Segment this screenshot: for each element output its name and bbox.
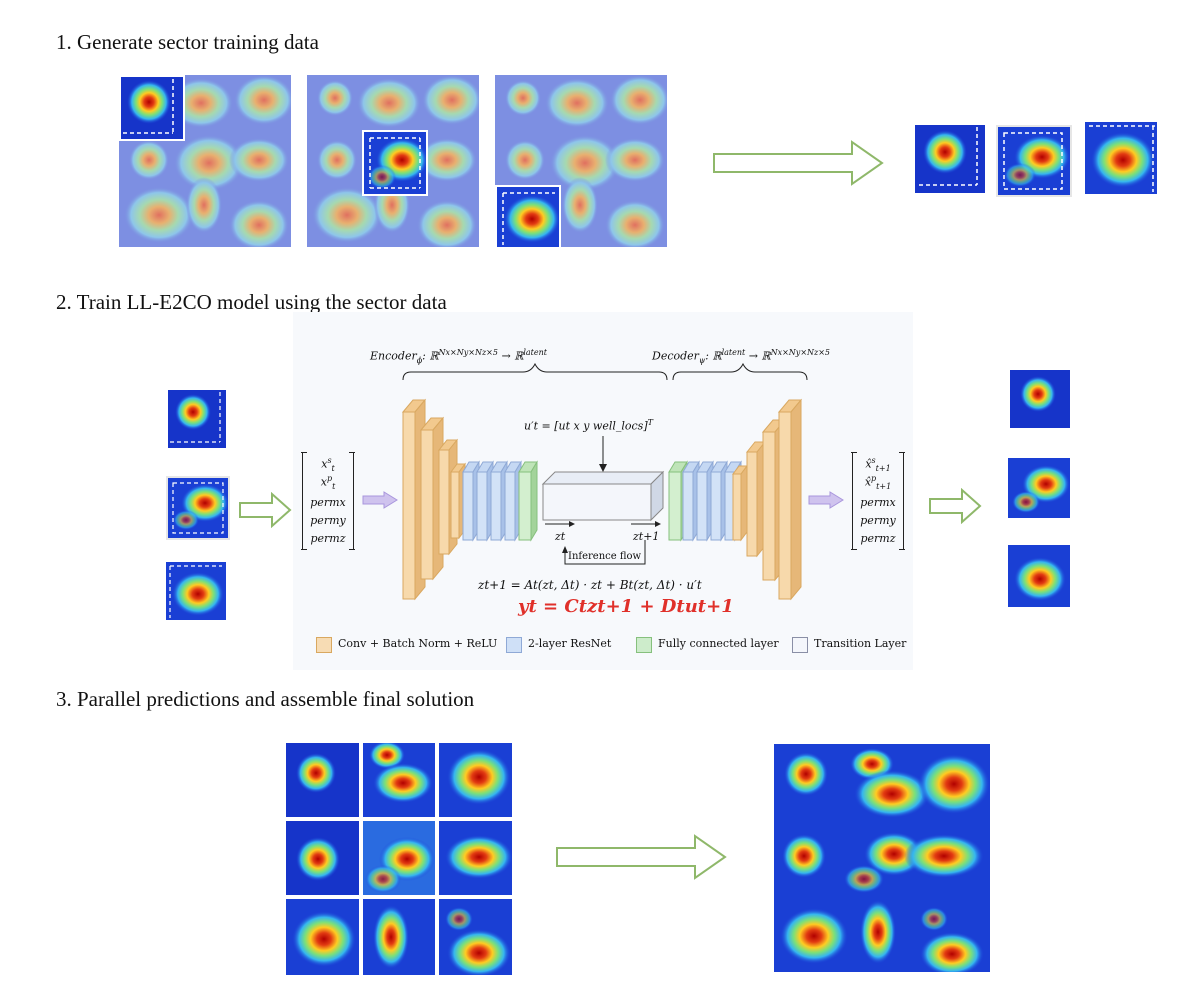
output-equation: yt = Ctzt+1 + Dtut+1: [518, 596, 734, 617]
full-field-faded-3: [495, 75, 667, 247]
grid-cell: [286, 821, 359, 895]
grid-cell: [439, 899, 512, 975]
sector-sample-2: [996, 125, 1072, 197]
predicted-sector-2: [1008, 458, 1070, 518]
input-vector: [301, 452, 355, 550]
input-vector-permz: permz: [310, 532, 346, 545]
legend-label-conv: Conv + Batch Norm + ReLU: [338, 637, 498, 650]
arrow-right-icon: [808, 491, 844, 509]
input-vector-xs: xst: [321, 456, 335, 473]
sector-sample-3: [1085, 122, 1157, 194]
input-sector-1: [168, 390, 226, 448]
grid-cell: [363, 743, 435, 817]
legend-swatch-conv: [316, 637, 332, 653]
sector-highlight-1: [119, 75, 185, 141]
grid-cell: [286, 743, 359, 817]
legend-swatch-resnet: [506, 637, 522, 653]
transition-equation: zt+1 = At(zt, Δt) · zt + Bt(zt, Δt) · u′…: [478, 578, 702, 592]
inference-flow-label: Inference flow: [568, 551, 642, 562]
input-vector-permx: permx: [310, 496, 346, 509]
decoder-label: Decoderψ: ℝlatent → ℝNx×Ny×Nz×5: [652, 348, 831, 365]
network-diagram: [401, 362, 808, 601]
input-vector-permy: permy: [310, 514, 346, 527]
sector-sample-1: [915, 125, 985, 193]
grid-cell: [439, 743, 512, 817]
legend-label-transition: Transition Layer: [814, 637, 907, 650]
input-vector-xp: xpt: [320, 474, 336, 491]
legend-swatch-fc: [636, 637, 652, 653]
sector-highlight-2: [362, 130, 428, 196]
output-vector-xs: x̂st+1: [865, 456, 891, 473]
output-vector: [851, 452, 905, 550]
arrow-right-icon: [239, 492, 292, 528]
arrow-right-icon: [929, 488, 982, 524]
arrow-right-icon: [362, 491, 398, 509]
legend-label-resnet: 2-layer ResNet: [528, 637, 612, 650]
arrow-right-icon: [713, 140, 884, 186]
grid-cell: [363, 899, 435, 975]
encoder-label: Encoderϕ: ℝNx×Ny×Nz×5 → ℝlatent: [370, 348, 547, 365]
assembled-solution: [774, 744, 990, 972]
grid-cell: [363, 821, 435, 895]
full-field-faded-2: [307, 75, 479, 247]
predicted-sector-3: [1008, 545, 1070, 607]
input-sector-2: [166, 476, 230, 540]
output-vector-permy: permy: [860, 514, 896, 527]
output-vector-xp: x̂pt+1: [864, 474, 892, 491]
step2-title: 2. Train LL-E2CO model using the sector …: [56, 290, 447, 314]
latent-zt1: zt+1: [633, 530, 660, 543]
step1-title: 1. Generate sector training data: [56, 30, 319, 54]
latent-zt: zt: [555, 530, 566, 543]
sector-highlight-3: [495, 185, 561, 247]
legend-label-fc: Fully connected layer: [658, 637, 779, 650]
arrow-right-icon: [556, 834, 727, 880]
step3-title: 3. Parallel predictions and assemble fin…: [56, 687, 475, 711]
prediction-grid: [286, 743, 512, 975]
output-vector-permx: permx: [860, 496, 896, 509]
input-sector-3: [166, 562, 226, 620]
control-equation: u′t = [ut x y well_locs]T: [524, 418, 653, 433]
legend-swatch-transition: [792, 637, 808, 653]
predicted-sector-1: [1010, 370, 1070, 428]
output-vector-permz: permz: [860, 532, 896, 545]
grid-cell: [286, 899, 359, 975]
full-field-faded-1: [119, 75, 291, 247]
grid-cell: [439, 821, 512, 895]
